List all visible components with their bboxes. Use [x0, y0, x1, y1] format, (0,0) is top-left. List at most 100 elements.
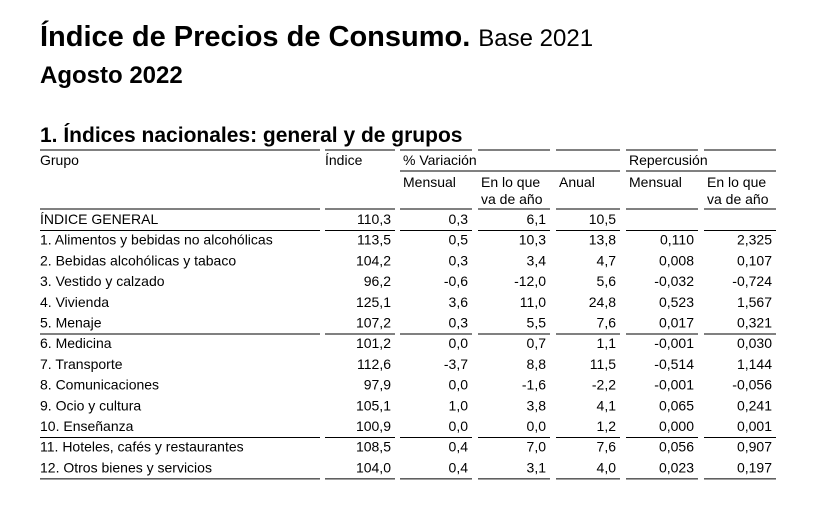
cell: 3,8	[527, 397, 547, 413]
cell: 0,4	[449, 459, 469, 475]
row-label: 11. Hoteles, cafés y restaurantes	[40, 439, 244, 455]
cell: 0,321	[737, 315, 772, 331]
subheader: Anual	[559, 174, 595, 190]
subheader: va de año	[707, 191, 769, 207]
cell: 24,8	[589, 294, 616, 310]
cell: 7,6	[597, 315, 617, 331]
cell: 7,0	[527, 439, 547, 455]
cell: -0,6	[444, 273, 468, 289]
cell: 11,5	[590, 356, 616, 372]
cell: 125,1	[356, 294, 391, 310]
period: Agosto 2022	[40, 62, 183, 89]
subheader: va de año	[481, 191, 543, 207]
cell: 0,056	[659, 439, 694, 455]
cell: 112,6	[357, 356, 391, 372]
cell: 101,2	[356, 335, 391, 351]
title-base: Base 2021	[478, 25, 593, 52]
cell: 0,0	[449, 335, 469, 351]
subheader: En lo que	[481, 174, 540, 190]
cell: 4,1	[597, 397, 617, 413]
row-label: 12. Otros bienes y servicios	[40, 459, 212, 475]
cell: -12,0	[514, 273, 546, 289]
cell: 13,8	[589, 232, 616, 248]
cell: 5,5	[527, 315, 547, 331]
row-label: 4. Vivienda	[40, 294, 109, 310]
cell: -0,514	[654, 356, 694, 372]
cell: 1,1	[597, 335, 617, 351]
cell: 0,4	[449, 439, 469, 455]
cell: 0,030	[737, 335, 772, 351]
cell: 96,2	[364, 273, 391, 289]
cell: -0,001	[654, 377, 694, 393]
cell: 0,001	[737, 418, 772, 434]
cell: 0,241	[737, 397, 772, 413]
cell: 0,907	[737, 439, 772, 455]
row-label: 8. Comunicaciones	[40, 377, 159, 393]
title-main: Índice de Precios de Consumo.	[40, 19, 470, 53]
cell: 108,5	[356, 439, 391, 455]
cell: 104,2	[356, 252, 391, 268]
cell: 4,7	[597, 252, 617, 268]
row-label: 5. Menaje	[40, 315, 102, 331]
cell: -2,2	[592, 377, 616, 393]
cell: 1,0	[449, 397, 469, 413]
cell: 3,6	[449, 294, 469, 310]
row-label: 2. Bebidas alcohólicas y tabaco	[40, 252, 236, 268]
cell: 0,107	[737, 252, 772, 268]
cell: 0,3	[449, 252, 469, 268]
cell: 0,5	[449, 232, 469, 248]
cell: -3,7	[444, 356, 468, 372]
cell: 0,110	[660, 232, 694, 248]
cell: 5,6	[597, 273, 617, 289]
cell: 4,0	[597, 459, 617, 475]
cell: 0,000	[659, 418, 694, 434]
cell: 105,1	[356, 397, 391, 413]
cell: 0,523	[659, 294, 694, 310]
cell: 6,1	[527, 211, 547, 227]
row-label: 7. Transporte	[40, 356, 123, 372]
cell: 11,0	[520, 294, 546, 310]
cell: 10,5	[589, 211, 616, 227]
cell: -0,032	[654, 273, 694, 289]
cell: 8,8	[527, 356, 547, 372]
subheader: En lo que	[707, 174, 766, 190]
cell: 0,017	[659, 315, 694, 331]
cell: 10,3	[519, 232, 546, 248]
cell: 110,3	[357, 211, 391, 227]
cell: 1,144	[737, 356, 772, 372]
row-label: 10. Enseñanza	[40, 418, 134, 434]
row-label: 3. Vestido y calzado	[40, 273, 165, 289]
cell: 0,065	[659, 397, 694, 413]
cell: 1,567	[737, 294, 772, 310]
cell: 0,3	[449, 315, 469, 331]
cell: 3,4	[527, 252, 547, 268]
cell: 0,023	[659, 459, 694, 475]
cell: 104,0	[356, 459, 391, 475]
cell: 0,008	[659, 252, 694, 268]
cell: 0,3	[449, 211, 469, 227]
cell: 0,0	[527, 418, 547, 434]
cell: 100,9	[356, 418, 391, 434]
header: Grupo	[40, 152, 79, 168]
row-label: ÍNDICE GENERAL	[40, 211, 158, 227]
cell: 0,0	[449, 377, 469, 393]
cell: -0,056	[732, 377, 772, 393]
subheader: Mensual	[403, 174, 456, 190]
cell: 0,0	[449, 418, 469, 434]
cell: 0,7	[527, 335, 547, 351]
cell: 3,1	[527, 459, 547, 475]
row-label: 9. Ocio y cultura	[40, 397, 141, 413]
row-label: 6. Medicina	[40, 335, 112, 351]
cell: 0,197	[737, 459, 772, 475]
cell: 113,5	[357, 232, 391, 248]
cell: 7,6	[597, 439, 617, 455]
cell: 97,9	[364, 377, 391, 393]
header: Índice	[325, 152, 363, 168]
title: Índice de Precios de Consumo. Base 2021	[40, 19, 593, 53]
cell: 107,2	[356, 315, 391, 331]
cell: 2,325	[737, 232, 772, 248]
subheader: Mensual	[629, 174, 682, 190]
header: % Variación	[403, 152, 477, 168]
cell: 1,2	[597, 418, 617, 434]
